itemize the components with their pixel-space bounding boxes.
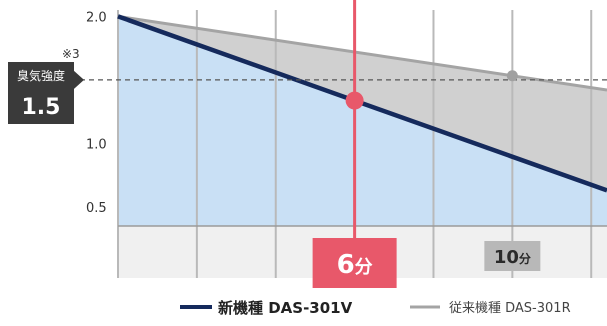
y-tick-label: 1.0 xyxy=(86,137,107,152)
legend-label-new: 新機種 DAS-301V xyxy=(218,299,353,317)
y-tick-label: 2.0 xyxy=(86,10,107,25)
callout-6min-label: 6分 xyxy=(337,250,373,280)
difference-area xyxy=(118,16,607,191)
series-line-old xyxy=(117,14,607,92)
legend-label-old: 従来機種 DAS-301R xyxy=(449,300,571,316)
point-new-model xyxy=(345,91,364,110)
y-tick-label: 0.5 xyxy=(86,201,107,216)
footnote-mark: ※3 xyxy=(62,47,80,61)
point-old-model xyxy=(506,70,518,82)
callout-10min-box xyxy=(484,241,541,271)
odor-label-title: 臭気強度 xyxy=(17,68,65,83)
new-model-area xyxy=(118,16,607,227)
odor-label-pointer xyxy=(74,70,84,89)
callout-6min-box xyxy=(312,238,397,288)
callout-10min-label: 10分 xyxy=(494,247,531,268)
odor-label-value: 1.5 xyxy=(22,95,61,120)
odor-label-box xyxy=(8,62,74,124)
